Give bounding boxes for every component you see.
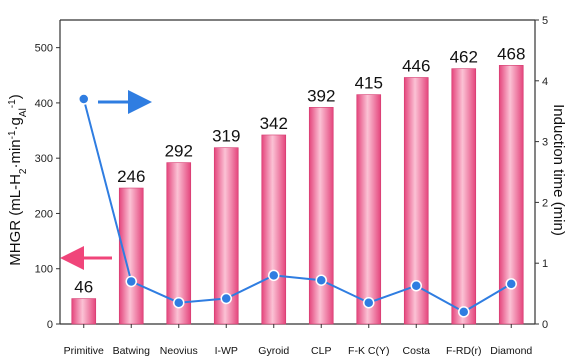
induction-time-point <box>363 296 375 309</box>
induction-time-point <box>458 306 470 318</box>
bar-value-label: 446 <box>402 56 430 75</box>
x-tick-label: Gyroid <box>258 345 289 357</box>
x-tick-label: Batwing <box>113 345 151 357</box>
y-right-tick-label: 1 <box>542 258 548 270</box>
induction-time-point <box>173 296 185 309</box>
bar <box>261 134 287 325</box>
bar-value-label: 292 <box>165 142 193 161</box>
x-tick-label: Diamond <box>490 345 532 357</box>
y-left-tick-label: 300 <box>35 153 53 165</box>
y-right-tick-label: 5 <box>542 15 548 27</box>
x-tick-label: F-K C(Y) <box>348 345 389 357</box>
bar <box>451 68 477 325</box>
y-right-tick-label: 2 <box>542 197 548 209</box>
induction-time-line <box>82 98 512 313</box>
y-right-tick-label: 4 <box>542 76 548 88</box>
induction-time-point <box>125 275 137 288</box>
bar-value-label: 462 <box>450 48 478 67</box>
x-tick-label: Primitive <box>64 345 104 357</box>
y-left-tick-label: 0 <box>47 319 53 331</box>
bar <box>71 298 97 325</box>
x-tick-label: F-RD(r) <box>446 345 482 357</box>
y-left-tick-label: 400 <box>35 98 53 110</box>
bar-value-label: 246 <box>117 167 145 186</box>
bar <box>308 107 334 325</box>
y-axis-right-title: Induction time (min) <box>550 104 565 236</box>
y-right-tick-label: 0 <box>542 319 548 331</box>
bar-value-label: 46 <box>74 278 93 297</box>
bar-value-label: 468 <box>497 44 525 63</box>
bar-value-label: 342 <box>260 114 288 133</box>
induction-time-point <box>220 292 232 305</box>
bar-value-label: 392 <box>307 86 335 105</box>
x-tick-label: Neovius <box>160 345 198 357</box>
y-left-tick-label: 200 <box>35 208 53 220</box>
bar-value-label: 319 <box>212 127 240 146</box>
y-left-tick-label: 100 <box>35 264 53 276</box>
plot-area: 0100200300400500012345462462923193423924… <box>35 15 548 357</box>
x-tick-label: I-WP <box>215 345 238 357</box>
x-tick-label: Costa <box>403 345 431 357</box>
y-axis-left-title: MHGR (mL-H2·min-1·gAl-1) <box>7 94 29 265</box>
induction-time-point <box>268 269 280 282</box>
bar <box>118 187 144 325</box>
y-left-tick-label: 500 <box>35 43 53 55</box>
induction-time-point <box>315 274 327 286</box>
induction-time-point <box>78 93 90 105</box>
bar-value-label: 415 <box>355 74 383 93</box>
bar <box>356 94 382 325</box>
induction-time-point <box>410 279 422 292</box>
y-right-tick-label: 3 <box>542 137 548 149</box>
induction-time-point <box>505 278 517 290</box>
x-tick-label: CLP <box>311 345 331 357</box>
